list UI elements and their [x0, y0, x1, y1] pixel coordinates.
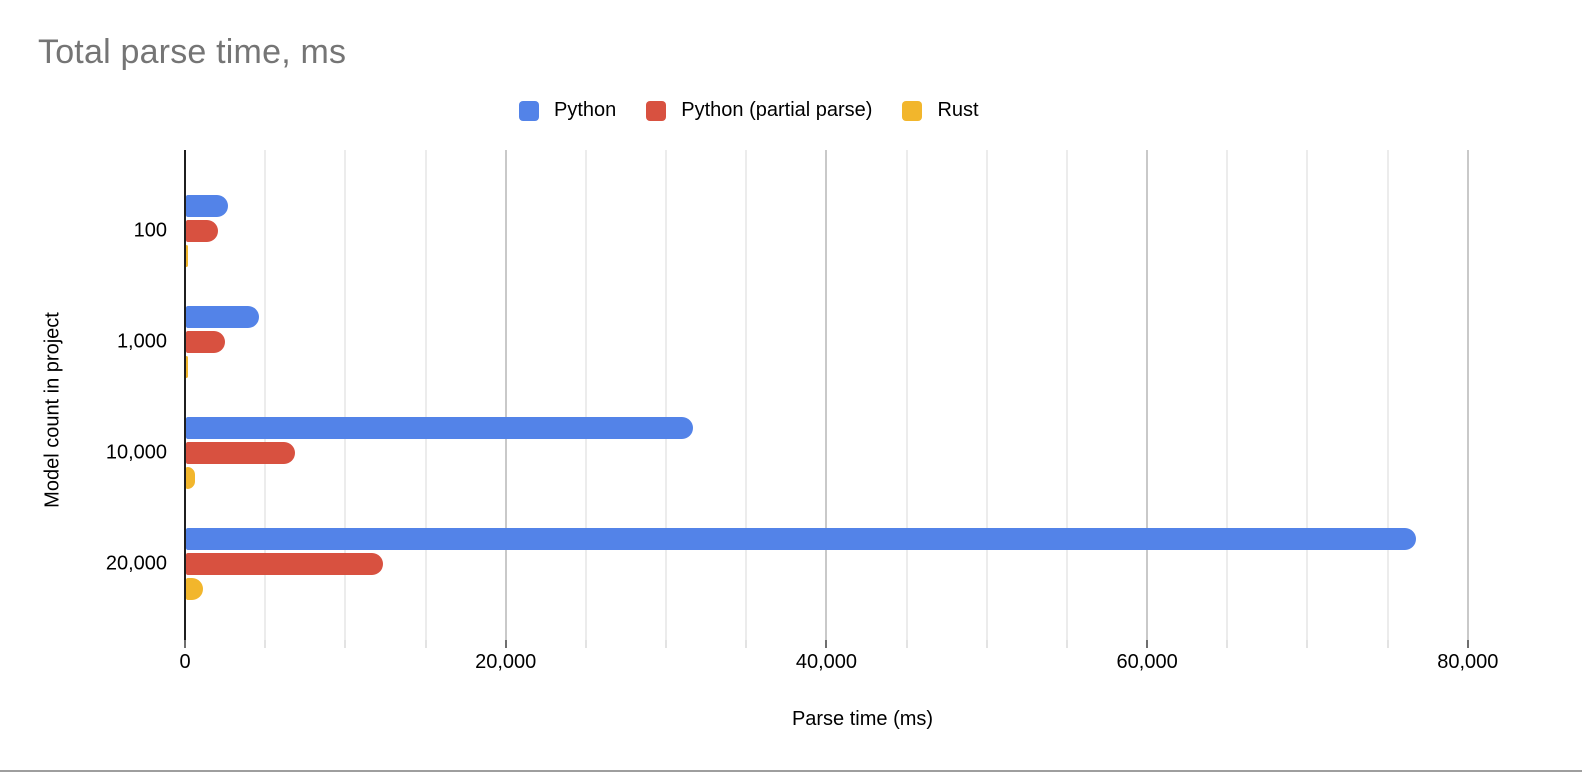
x-tick-label: 0 [179, 651, 191, 673]
y-category-label: 20,000 [105, 552, 167, 575]
x-axis-tick [1386, 640, 1389, 648]
bar-python-10000[interactable] [186, 417, 693, 439]
minor-gridline [1306, 150, 1309, 640]
x-axis-tick [985, 640, 988, 648]
y-category-labels: 100 1,000 10,000 20,000 [0, 150, 167, 640]
legend-item-rust: Rust [902, 99, 979, 122]
x-tick-label: 40,000 [795, 651, 857, 673]
bar-rust-100[interactable] [186, 245, 188, 267]
bar-python-100[interactable] [186, 195, 228, 217]
bar-python-1000[interactable] [186, 306, 259, 328]
minor-gridline [905, 150, 908, 640]
x-axis-tick [1466, 640, 1469, 648]
x-axis-tick [825, 640, 828, 648]
bar-python-20000[interactable] [186, 528, 1416, 550]
minor-gridline [584, 150, 587, 640]
x-axis-tick [665, 640, 668, 648]
x-tick-label: 80,000 [1437, 651, 1499, 673]
x-tick-label: 60,000 [1116, 651, 1178, 673]
y-axis-line [184, 150, 186, 640]
y-category-label: 100 [133, 219, 167, 242]
x-axis-tick [504, 640, 507, 648]
minor-gridline [424, 150, 427, 640]
x-axis-tick [424, 640, 427, 648]
legend-item-python: Python [519, 99, 616, 122]
legend-item-label: Python [554, 99, 617, 121]
bar-rust-20000[interactable] [186, 578, 203, 600]
chart-title: Total parse time, ms [38, 33, 347, 71]
x-axis-tick [344, 640, 347, 648]
minor-gridline [264, 150, 267, 640]
legend-swatch [902, 100, 923, 121]
legend-item-label: Rust [937, 99, 979, 121]
bar-rust-10000[interactable] [186, 467, 195, 489]
x-axis-tick [1226, 640, 1229, 648]
minor-gridline [344, 150, 347, 640]
minor-gridline [985, 150, 988, 640]
bar-python-partial-parse-20000[interactable] [186, 553, 384, 575]
major-gridline [1466, 150, 1469, 640]
x-tick-label: 20,000 [475, 651, 537, 673]
legend-swatch [646, 100, 667, 121]
bar-rust-1000[interactable] [186, 356, 189, 378]
x-axis-title: Parse time (ms) [791, 708, 934, 730]
minor-gridline [1386, 150, 1389, 640]
x-axis-tick [584, 640, 587, 648]
major-gridline [1146, 150, 1149, 640]
minor-gridline [1065, 150, 1068, 640]
legend: Python Python (partial parse) Rust [519, 99, 979, 122]
legend-item-label: Python (partial parse) [681, 99, 873, 121]
x-axis-tick [184, 640, 186, 648]
legend-item-python-partial-parse: Python (partial parse) [646, 99, 872, 122]
page-bottom-border [0, 770, 1582, 772]
x-axis-tick [1065, 640, 1068, 648]
legend-swatch [519, 100, 539, 121]
bar-python-partial-parse-1000[interactable] [186, 331, 225, 353]
x-axis-tick [1306, 640, 1309, 648]
minor-gridline [1226, 150, 1229, 640]
bar-python-partial-parse-100[interactable] [186, 220, 219, 242]
major-gridline [825, 150, 828, 640]
x-axis-tick [905, 640, 908, 648]
bar-python-partial-parse-10000[interactable] [186, 442, 296, 464]
major-gridline [504, 150, 507, 640]
y-category-label: 1,000 [116, 330, 167, 353]
x-axis-tick [745, 640, 748, 648]
minor-gridline [745, 150, 748, 640]
y-category-label: 10,000 [105, 441, 167, 464]
plot-area: 0 20,000 40,000 60,000 80,000 [179, 150, 1540, 673]
x-axis-tick [1146, 640, 1149, 648]
minor-gridline [665, 150, 668, 640]
y-axis-title: Model count in project [41, 312, 64, 508]
x-axis-tick [264, 640, 267, 648]
